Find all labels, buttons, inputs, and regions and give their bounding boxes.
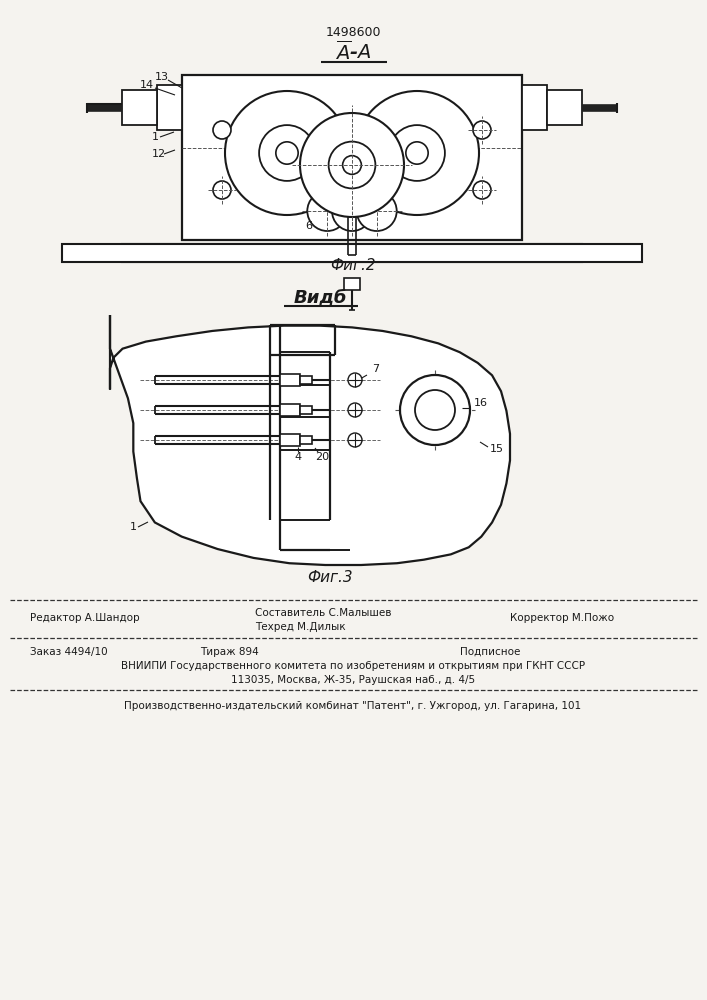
Circle shape	[473, 121, 491, 139]
Text: 6: 6	[305, 221, 312, 231]
Circle shape	[308, 191, 347, 231]
Text: 4: 4	[294, 452, 302, 462]
Text: Редактор А.Шандор: Редактор А.Шандор	[30, 613, 139, 623]
Bar	[157, 85, 182, 130]
Text: 113035, Москва, Ж-35, Раушская наб., д. 4/5: 113035, Москва, Ж-35, Раушская наб., д. …	[231, 675, 475, 685]
Circle shape	[300, 113, 404, 217]
Text: 1498600: 1498600	[325, 26, 381, 39]
Text: 13: 13	[155, 72, 169, 82]
Text: Составитель С.Малышев: Составитель С.Малышев	[255, 608, 392, 618]
Bar	[280, 374, 300, 386]
Text: Корректор М.Пожо: Корректор М.Пожо	[510, 613, 614, 623]
Text: 20: 20	[315, 452, 329, 462]
Text: Тираж 894: Тираж 894	[200, 647, 259, 657]
Bar	[547, 90, 582, 125]
Text: ВНИИПИ Государственного комитета по изобретениям и открытиям при ГКНТ СССР: ВНИИПИ Государственного комитета по изоб…	[121, 661, 585, 671]
Circle shape	[348, 403, 362, 417]
Circle shape	[355, 91, 479, 215]
Circle shape	[225, 91, 349, 215]
Text: Производственно-издательский комбинат "Патент", г. Ужгород, ул. Гагарина, 101: Производственно-издательский комбинат "П…	[124, 701, 582, 711]
Circle shape	[213, 121, 231, 139]
Bar	[280, 434, 300, 446]
Text: $\overline{A}$-$A$: $\overline{A}$-$A$	[335, 40, 371, 64]
Text: Фиг.3: Фиг.3	[307, 570, 353, 584]
Polygon shape	[110, 315, 510, 565]
Bar	[300, 406, 312, 414]
Bar	[344, 278, 360, 290]
Circle shape	[473, 181, 491, 199]
Text: 12: 12	[152, 149, 166, 159]
Bar	[522, 85, 547, 130]
Circle shape	[406, 142, 428, 164]
Circle shape	[389, 125, 445, 181]
Circle shape	[329, 142, 375, 188]
Text: 1: 1	[130, 522, 137, 532]
Text: 3: 3	[356, 113, 363, 123]
Text: Техред М.Дилык: Техред М.Дилык	[255, 622, 346, 632]
Text: 1: 1	[152, 132, 159, 142]
Text: Фиг.2: Фиг.2	[330, 257, 376, 272]
Circle shape	[400, 375, 470, 445]
Circle shape	[276, 142, 298, 164]
Circle shape	[343, 156, 361, 174]
Circle shape	[348, 433, 362, 447]
Circle shape	[348, 373, 362, 387]
Circle shape	[357, 191, 397, 231]
Text: Видб: Видб	[293, 288, 346, 306]
Text: 7: 7	[372, 364, 379, 374]
Text: 14: 14	[140, 80, 154, 90]
Text: Заказ 4494/10: Заказ 4494/10	[30, 647, 107, 657]
Bar	[122, 90, 157, 125]
Circle shape	[332, 133, 372, 173]
Circle shape	[259, 125, 315, 181]
Text: 16: 16	[474, 398, 488, 408]
Circle shape	[415, 390, 455, 430]
Bar	[280, 404, 300, 416]
Bar	[300, 436, 312, 444]
Bar	[62, 244, 642, 262]
Bar	[182, 75, 522, 240]
Circle shape	[332, 191, 372, 231]
Bar	[122, 244, 582, 262]
Text: Подписное: Подписное	[460, 647, 520, 657]
Bar	[300, 376, 312, 384]
Text: 15: 15	[490, 444, 504, 454]
Circle shape	[213, 181, 231, 199]
